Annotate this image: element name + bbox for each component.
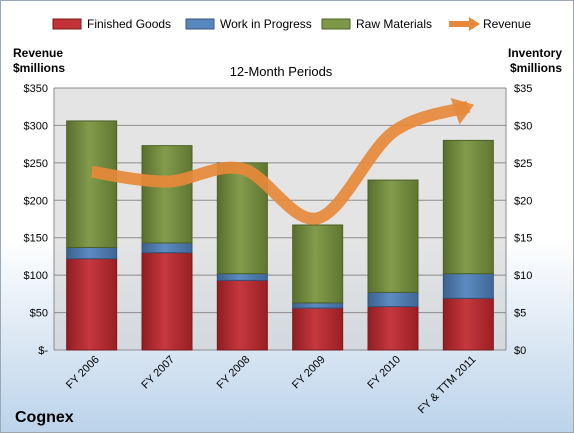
revenue-arrowhead [450,97,475,125]
bar-segment [442,297,494,351]
legend-swatch [185,18,215,30]
category-label: FY 2009 [290,354,328,392]
bar-segment [141,252,193,351]
category-label: FY 2008 [215,354,253,392]
legend: Finished Goods Work in Progress Raw Materi… [52,17,531,31]
bar-segment [292,224,344,304]
right-tick-label: $20 [514,195,532,207]
company-name: Cognex [15,409,74,426]
bar-segment [367,179,419,293]
bar-segment [141,242,193,254]
right-tick-label: $5 [514,308,526,320]
left-tick-label: $- [38,345,48,357]
plot-area: $- $50 $100 $150 $200 $250 $300 $350 $0 $5 $10 $15 $… [24,83,533,416]
right-tick-label: $30 [514,120,532,132]
right-tick-label: $0 [514,345,526,357]
left-tick-label: $300 [24,120,48,132]
left-tick-label: $150 [24,233,48,245]
legend-label: Revenue [483,17,531,31]
bar-segment [292,307,344,351]
left-axis-label-line2: $millions [13,61,65,75]
legend-swatch [321,18,351,30]
category-label: FY 2007 [139,354,177,392]
legend-label: Finished Goods [87,17,171,31]
left-tick-label: $250 [24,158,48,170]
right-tick-label: $35 [514,83,532,95]
bar-segment [66,246,118,260]
bar-segment [367,291,419,308]
chart-title: 12-Month Periods [230,64,333,79]
right-axis-label-line2: $millions [510,61,562,75]
bar-segment [442,273,494,299]
category-label: FY & TTM 2011 [416,354,479,417]
right-axis-label-line1: Inventory [508,46,562,60]
bar-segment [216,273,268,281]
bar-segment [442,139,494,275]
legend-arrow-revenue [469,17,480,31]
category-label: FY 2006 [64,354,102,392]
bar-segment [367,306,419,351]
right-tick-label: $10 [514,270,532,282]
bar-segment [292,302,344,309]
bar-segment [66,258,118,351]
left-tick-label: $350 [24,83,48,95]
legend-label: Raw Materials [356,17,432,31]
legend-swatch [52,18,82,30]
legend-label: Work in Progress [220,17,312,31]
bar-segment [66,120,118,248]
right-tick-label: $15 [514,233,532,245]
left-tick-label: $100 [24,270,48,282]
bar-segment [216,279,268,351]
category-label: FY 2010 [365,354,403,392]
left-axis-label-line1: Revenue [13,46,63,60]
bar-segment [141,145,193,244]
left-tick-label: $200 [24,195,48,207]
left-tick-label: $50 [30,308,48,320]
right-tick-label: $25 [514,158,532,170]
plot-background [54,88,506,350]
revenue-line [90,100,471,225]
